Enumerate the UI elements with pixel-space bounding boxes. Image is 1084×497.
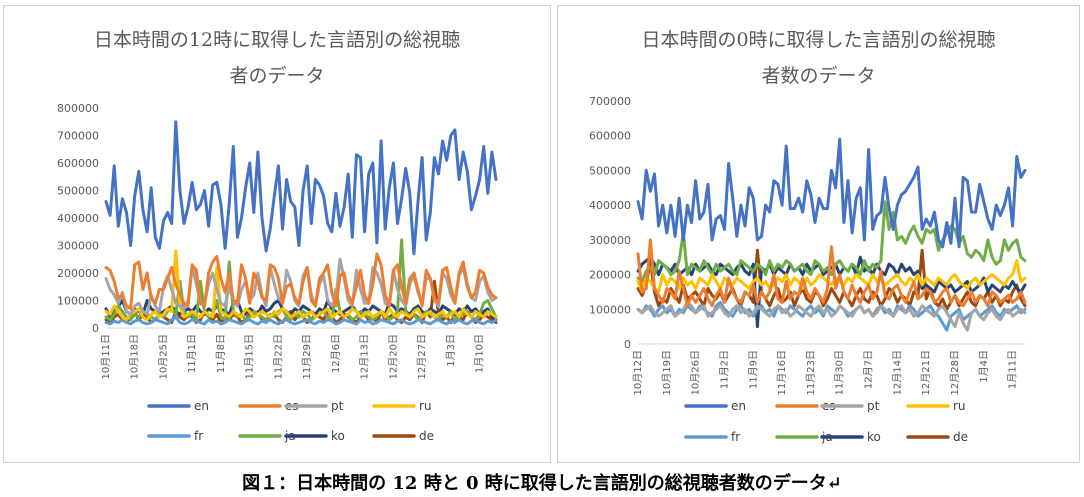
x-tick-label: 12月6日 — [330, 334, 342, 373]
series-line-en — [104, 120, 498, 256]
chart-title-line-1: 日本時間の12時に取得した言語別の総視聴 — [93, 29, 461, 51]
x-tick-label: 12月21日 — [920, 350, 932, 395]
y-tick-label: 700000 — [57, 130, 99, 143]
chart-title-line-2: 者数のデータ — [761, 65, 876, 87]
chart-panel-12h: 日本時間の12時に取得した言語別の総視聴 者のデータ 0 100000 200000… — [3, 5, 551, 463]
series-line-fr — [104, 315, 498, 326]
y-tick-label: 500000 — [57, 185, 99, 198]
x-tick-label: 10月19日 — [661, 350, 673, 395]
x-tick-label: 11月9日 — [747, 350, 759, 389]
y-tick-label: 0 — [92, 322, 99, 335]
x-tick-label: 11月1日 — [186, 334, 198, 373]
legend-label-en: en — [194, 399, 209, 413]
x-tick-label: 11月8日 — [215, 334, 227, 373]
x-tick-label: 1月3日 — [445, 334, 457, 367]
chart-title-12h: 日本時間の12時に取得した言語別の総視聴 者のデータ — [4, 22, 550, 94]
series-line-ru — [636, 259, 1027, 294]
y-tick-label: 0 — [624, 338, 631, 351]
y-tick-label: 200000 — [589, 269, 631, 282]
series-line-es — [104, 252, 498, 311]
x-tick-label: 11月30日 — [834, 350, 846, 395]
legend-label-de: de — [419, 429, 434, 443]
chart-title-line-2: 者のデータ — [229, 65, 325, 87]
x-tick-label: 12月14日 — [891, 350, 903, 395]
series-line-en — [636, 137, 1027, 249]
x-tick-label: 10月26日 — [690, 350, 702, 395]
x-tick-label: 10月25日 — [157, 334, 169, 379]
x-tick-label: 12月20日 — [387, 334, 399, 379]
legend-label-en: en — [731, 399, 746, 413]
x-tick-label: 12月28日 — [949, 350, 961, 395]
chart-title-0h: 日本時間の0時に取得した言語別の総視聴 者数のデータ — [558, 22, 1079, 94]
legend-label-fr: fr — [731, 430, 740, 444]
y-tick-label: 300000 — [589, 234, 631, 247]
x-tick-label: 11月2日 — [718, 350, 730, 389]
y-tick-label: 600000 — [589, 130, 631, 143]
y-tick-label: 400000 — [57, 212, 99, 225]
x-tick-label: 10月18日 — [129, 334, 141, 379]
x-tick-label: 11月22日 — [272, 334, 284, 379]
y-tick-label: 400000 — [589, 199, 631, 212]
legend-label-ko: ko — [867, 430, 881, 444]
chart-plot-0h: 0 100000 200000 300000 400000 500000 600000 700… — [589, 95, 1027, 444]
y-tick-label: 700000 — [589, 95, 631, 108]
series-line-es — [636, 238, 1027, 308]
series-line-ru — [104, 249, 498, 322]
series-line-pt — [636, 300, 1027, 332]
legend-label-pt: pt — [331, 399, 344, 413]
x-tick-label: 11月29日 — [301, 334, 313, 379]
x-tick-label: 1月11日 — [1007, 350, 1019, 389]
x-tick-label: 11月16日 — [776, 350, 788, 395]
figure-caption: 図１：日本時間の 12 時と 0 時に取得した言語別の総視聴者数のデータ↵ — [242, 473, 842, 494]
x-tick-label: 11月15日 — [244, 334, 256, 379]
legend-label-ru: ru — [953, 399, 966, 413]
chart-title-line-1: 日本時間の0時に取得した言語別の総視聴 — [641, 29, 996, 51]
legend-label-de: de — [953, 430, 968, 444]
chart-plot-12h: 0 100000 200000 300000 400000 500000 600000 700… — [57, 102, 498, 443]
x-tick-label: 11月23日 — [805, 350, 817, 395]
legend-label-ko: ko — [331, 429, 345, 443]
y-tick-label: 500000 — [589, 164, 631, 177]
y-tick-label: 300000 — [57, 240, 99, 253]
y-tick-label: 100000 — [589, 303, 631, 316]
x-tick-label: 1月10日 — [474, 334, 486, 373]
y-tick-label: 100000 — [57, 295, 99, 308]
x-tick-label: 12月27日 — [416, 334, 428, 379]
y-tick-label: 200000 — [57, 267, 99, 280]
legend-label-fr: fr — [194, 429, 203, 443]
y-tick-label: 600000 — [57, 157, 99, 170]
legend-label-pt: pt — [867, 399, 880, 413]
x-tick-label: 10月12日 — [632, 350, 644, 395]
x-tick-label: 12月7日 — [863, 350, 875, 389]
x-tick-label: 10月11日 — [100, 334, 112, 379]
legend-label-ru: ru — [419, 399, 432, 413]
x-tick-label: 1月4日 — [978, 350, 990, 383]
chart-panel-0h: 日本時間の0時に取得した言語別の総視聴 者数のデータ 0 100000 200000… — [557, 5, 1080, 463]
series-line-ko — [636, 255, 1027, 329]
x-tick-label: 12月13日 — [359, 334, 371, 379]
y-tick-label: 800000 — [57, 102, 99, 115]
